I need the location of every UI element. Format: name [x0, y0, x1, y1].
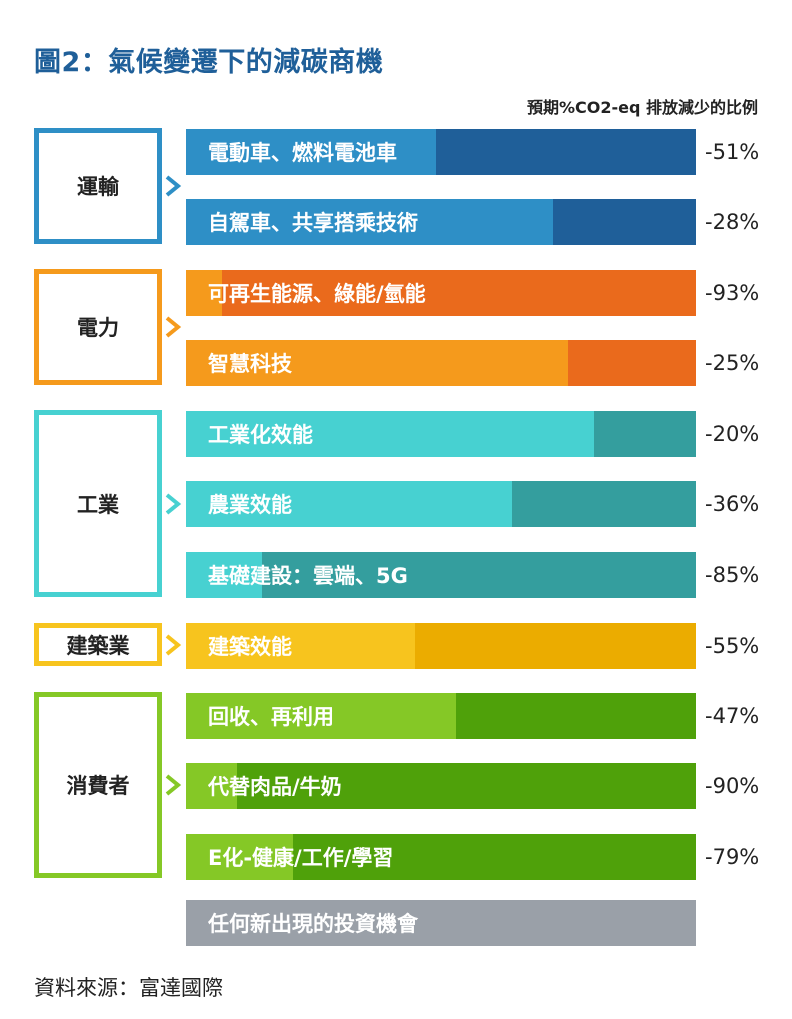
value-label: -25%	[705, 351, 760, 375]
bar-row: 任何新出現的投資機會	[186, 900, 696, 946]
bar-segment-light	[186, 129, 436, 175]
bar-segment-reduction	[436, 129, 696, 175]
bar-segment-reduction	[512, 481, 696, 527]
bar-row: 農業效能	[186, 481, 696, 527]
chevron-right-icon	[165, 175, 182, 197]
group-box-consumer: 消費者	[34, 692, 162, 878]
bar-segment-reduction	[568, 340, 696, 386]
bar-label: 智慧科技	[208, 352, 292, 376]
bar-segment-reduction	[293, 834, 696, 880]
bar-segment-light	[186, 411, 594, 457]
bar-segment-reduction	[262, 552, 696, 598]
bar-label: E化-健康/工作/學習	[208, 846, 394, 870]
bar-row: 可再生能源、綠能/氫能	[186, 270, 696, 316]
value-label: -36%	[705, 492, 760, 516]
bar-label: 電動車、燃料電池車	[208, 141, 397, 165]
bar-segment-light	[186, 481, 512, 527]
value-label: -28%	[705, 210, 760, 234]
group-label: 電力	[77, 316, 119, 340]
bar-label: 任何新出現的投資機會	[208, 912, 418, 936]
bar-segment-light	[186, 340, 568, 386]
value-label: -51%	[705, 140, 760, 164]
bar-label: 代替肉品/牛奶	[208, 775, 342, 799]
bar-segment-light	[186, 552, 262, 598]
bar-row: 基礎建設：雲端、5G	[186, 552, 696, 598]
bar-label: 工業化效能	[208, 423, 313, 447]
group-box-power: 電力	[34, 269, 162, 385]
group-label: 建築業	[66, 633, 130, 658]
bar-row: 回收、再利用	[186, 693, 696, 739]
bar-row: 建築效能	[186, 623, 696, 669]
bar-segment-reduction	[237, 763, 696, 809]
bar-segment-reduction	[553, 199, 696, 245]
bar-segment-light	[186, 623, 415, 669]
source-note: 資料來源：富達國際	[34, 976, 223, 1000]
value-label: -93%	[705, 281, 760, 305]
value-label: -47%	[705, 704, 760, 728]
bar-segment-light	[186, 270, 222, 316]
bar-row: 智慧科技	[186, 340, 696, 386]
value-label: -55%	[705, 634, 760, 658]
group-label: 工業	[77, 492, 119, 517]
bar-label: 回收、再利用	[208, 705, 334, 729]
value-label: -85%	[705, 563, 760, 587]
bar-segment-light	[186, 763, 237, 809]
bar-label: 建築效能	[208, 635, 292, 659]
group-box-transport: 運輸	[34, 128, 162, 244]
chevron-right-icon	[165, 774, 182, 796]
bar-label: 可再生能源、綠能/氫能	[208, 282, 426, 306]
chart-subtitle: 預期%CO2-eq 排放減少的比例	[526, 98, 758, 117]
bar-segment-reduction	[415, 623, 696, 669]
bar-segment-reduction	[222, 270, 696, 316]
bar-segment-reduction	[594, 411, 696, 457]
group-box-building: 建築業	[34, 623, 162, 666]
bar-label: 基礎建設：雲端、5G	[208, 564, 408, 588]
value-label: -79%	[705, 845, 760, 869]
value-label: -90%	[705, 774, 760, 798]
bar-label: 農業效能	[208, 493, 292, 517]
bar-segment-light	[186, 199, 553, 245]
bar-label: 自駕車、共享搭乘技術	[208, 211, 418, 235]
group-box-industry: 工業	[34, 410, 162, 597]
chevron-right-icon	[165, 316, 182, 338]
chevron-right-icon	[165, 633, 182, 656]
bar-row: E化-健康/工作/學習	[186, 834, 696, 880]
chart-title: 圖2：氣候變遷下的減碳商機	[34, 47, 384, 78]
value-label: -20%	[705, 422, 760, 446]
bar-row: 自駕車、共享搭乘技術	[186, 199, 696, 245]
bar-row: 電動車、燃料電池車	[186, 129, 696, 175]
bar-segment-light	[186, 693, 456, 739]
bar-segment-light	[186, 834, 293, 880]
bar-row: 代替肉品/牛奶	[186, 763, 696, 809]
group-label: 消費者	[66, 774, 130, 798]
bar-row: 工業化效能	[186, 411, 696, 457]
group-label: 運輸	[77, 175, 119, 199]
chevron-right-icon	[165, 492, 182, 515]
bar-segment-reduction	[456, 693, 696, 739]
